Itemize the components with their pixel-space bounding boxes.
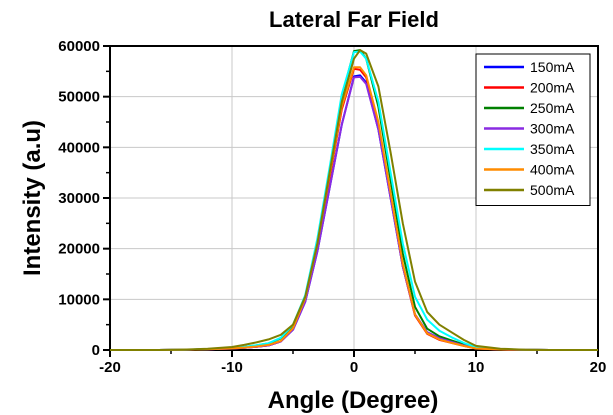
- y-tick-label: 50000: [58, 89, 100, 106]
- x-tick-label: -20: [99, 359, 121, 376]
- x-axis-label: Angle (Degree): [268, 387, 439, 414]
- series-line-400mA: [110, 66, 598, 351]
- y-tick-label: 20000: [58, 241, 100, 258]
- legend-label: 300mA: [530, 121, 575, 137]
- legend-label: 500mA: [530, 182, 575, 198]
- axes: -20 -10 0 10 20 0 10000 20000 30000 40000 50000 600…: [58, 38, 606, 376]
- legend-label: 250mA: [530, 100, 575, 116]
- y-tick-label: 30000: [58, 190, 100, 207]
- y-tick-label: 60000: [58, 38, 100, 55]
- legend-label: 200mA: [530, 80, 575, 96]
- y-tick-label: 0: [92, 342, 100, 359]
- y-axis-label: Intensity (a.u): [19, 120, 46, 276]
- x-tick-label: 20: [590, 359, 607, 376]
- plot-frame: [109, 45, 599, 351]
- chart-title: Lateral Far Field: [269, 7, 439, 32]
- y-tick-label: 10000: [58, 291, 100, 308]
- x-tick-label: 10: [468, 359, 485, 376]
- legend-label: 350mA: [530, 141, 575, 157]
- series-line-500mA: [110, 49, 598, 351]
- y-tick-label: 40000: [58, 139, 100, 156]
- legend-label: 400mA: [530, 162, 575, 178]
- x-tick-label: -10: [221, 359, 243, 376]
- series-lines: [110, 49, 598, 351]
- legend-label: 150mA: [530, 59, 575, 75]
- x-tick-label: 0: [350, 359, 358, 376]
- legend: 150mA 200mA 250mA 300mA 350mA 400mA 500mA: [475, 53, 591, 206]
